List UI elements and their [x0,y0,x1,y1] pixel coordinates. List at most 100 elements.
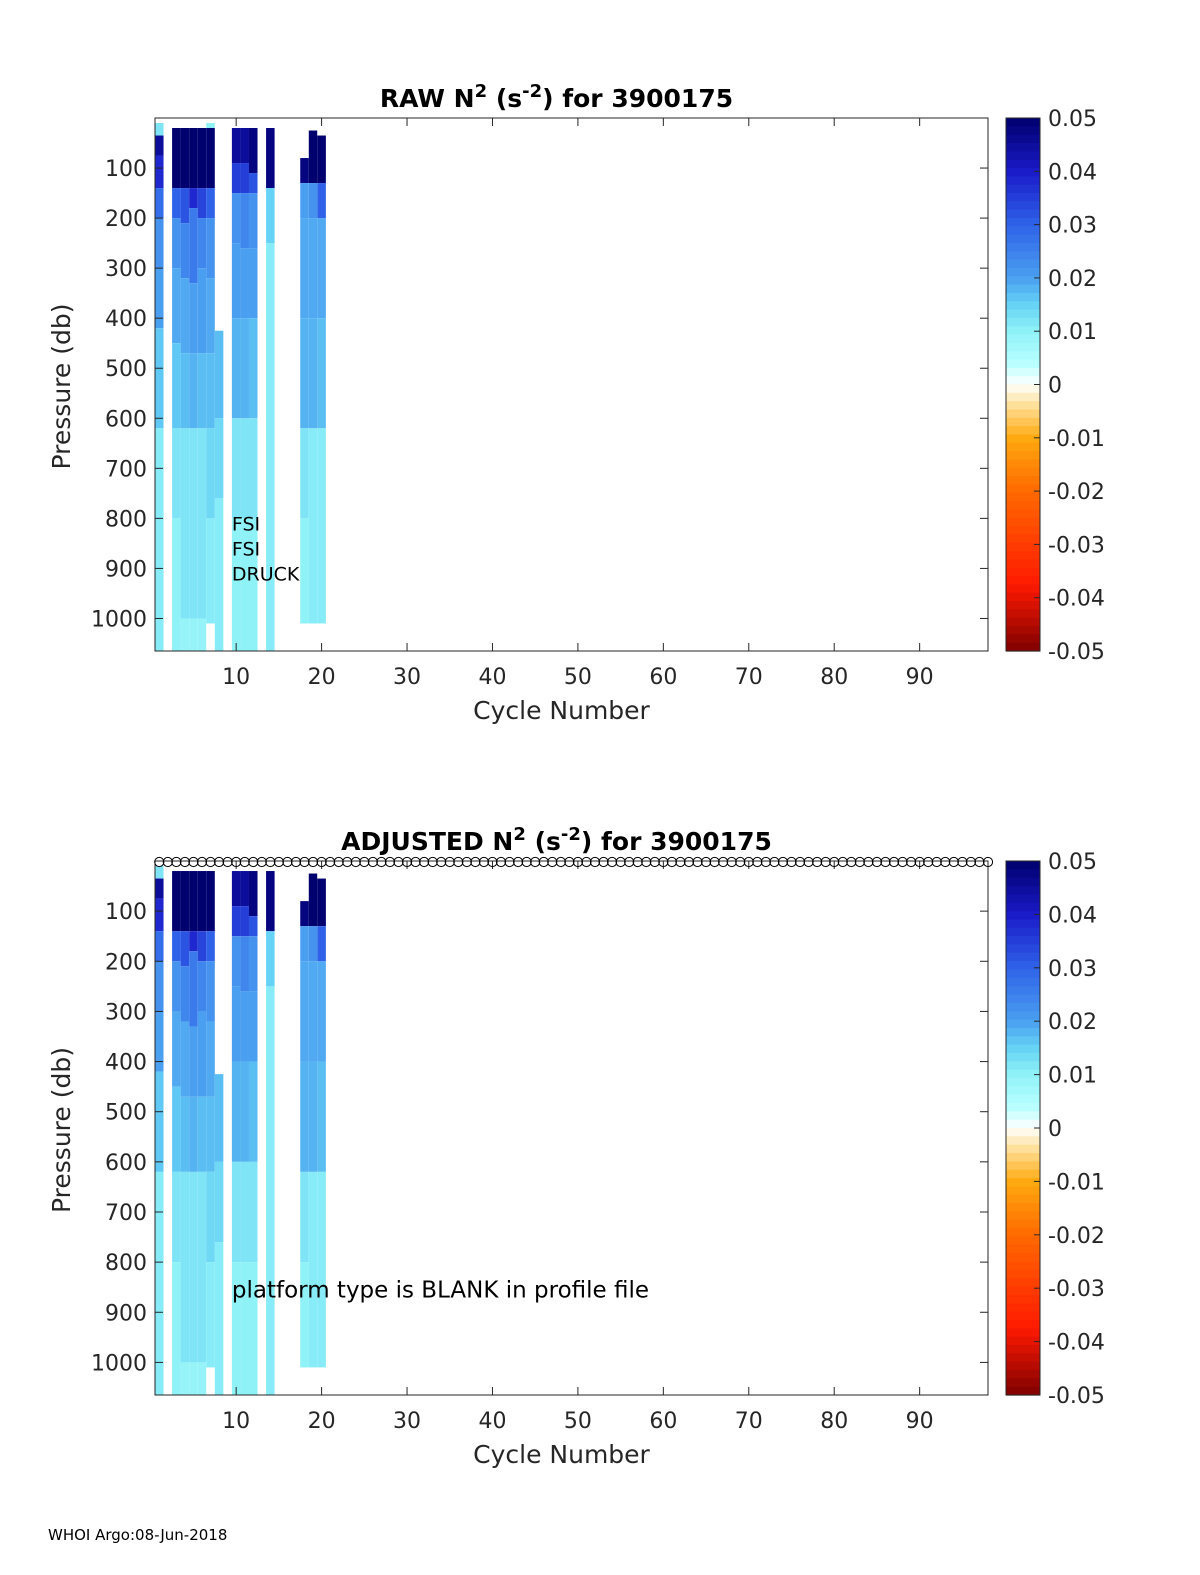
cycle-marker [290,856,302,868]
cycle-marker [538,856,549,868]
colorbar-swatch [1006,609,1040,619]
colorbar-swatch [1006,359,1040,369]
heatmap-cell [317,871,326,879]
heatmap-cell [231,936,241,987]
heatmap-cell [189,1026,198,1097]
x-tick-label: 90 [906,1409,934,1434]
colorbar-swatch [1006,459,1040,469]
sensor-annotation: FSI [232,538,260,560]
colorbar-swatch [1006,326,1040,336]
heatmap-cell [300,183,309,219]
heatmap-cell [172,268,181,344]
x-tick-label: 90 [906,665,934,690]
colorbar-tick-label: 0.04 [1048,903,1097,928]
colorbar-swatch [1006,886,1040,895]
plot-frame [154,117,989,652]
heatmap-cell [266,986,275,1395]
colorbar-swatch [1006,517,1040,527]
y-tick-label: 700 [105,1201,147,1226]
colorbar-swatch [1006,434,1040,444]
heatmap-cell [317,926,326,962]
heatmap-cell [189,951,198,1027]
chart-panel-1: RAW N2 (s-2) for 3900175 10 20 30 40 50 60 70 80… [47,81,1105,725]
platform-annotation: platform type is BLANK in profile file [232,1278,649,1304]
colorbar-swatch [1006,167,1040,177]
cycle-marker [923,856,934,868]
heatmap-cell [206,1262,215,1368]
colorbar-swatch [1006,1278,1040,1288]
heatmap-cell [180,1171,190,1363]
colorbar-swatch [1006,1336,1040,1346]
colorbar-swatch [1006,969,1040,979]
colorbar-swatch [1006,1178,1040,1187]
heatmap-cell [240,991,249,1062]
cycle-marker [188,856,199,868]
heatmap-cell [300,428,309,519]
heatmap-cell [206,188,215,219]
cycle-marker [641,856,652,868]
y-tick-label: 400 [105,1051,147,1076]
cycle-marker [222,856,233,868]
cycle-marker [906,856,917,868]
heatmap-cell [240,871,249,907]
heatmap-cell [308,118,318,131]
x-tick-label: 60 [649,1409,677,1434]
heatmap-cell [180,188,190,224]
heatmap-cell [231,906,241,937]
colorbar-tick-label: 0.01 [1048,1064,1097,1089]
heatmap-cell [317,318,326,429]
cycle-marker [718,856,729,868]
colorbar-swatch [1006,376,1040,386]
heatmap-cell [189,1362,198,1395]
colorbar-tick-label: 0.02 [1048,267,1097,292]
heatmap-cell [155,268,164,329]
cycle-marker [948,856,959,868]
colorbar-swatch [1006,1011,1040,1021]
heatmap-cell [240,906,249,937]
colorbar-swatch [1006,592,1040,602]
colorbar-swatch [1006,392,1040,402]
colorbar-swatch [1006,1303,1040,1313]
heatmap-cell [155,188,164,219]
cycle-marker [982,856,994,868]
heatmap-cell [240,318,249,419]
heatmap-cell [231,418,241,519]
heatmap-cell [189,618,198,651]
colorbar-swatch [1006,1161,1040,1171]
heatmap-cell [308,428,318,624]
heatmap-cell [206,1021,215,1097]
cycle-marker [743,856,754,868]
colorbar-swatch [1006,1369,1040,1379]
cycle-marker [316,856,327,868]
colorbar-swatch [1006,1269,1040,1279]
heatmap-cell [300,158,309,184]
cycle-marker [384,856,396,868]
colorbar-swatch [1006,1261,1040,1271]
colorbar-swatch [1006,1344,1040,1354]
heatmap-cell [180,1021,190,1097]
heatmap-cell [155,866,164,879]
heatmap-cell [155,898,164,932]
cycle-marker [683,856,695,868]
cycle-markers [154,856,994,868]
x-tick-label: 70 [735,665,763,690]
heatmap-cell [197,961,207,1012]
colorbar-swatch [1006,1186,1040,1196]
colorbar-tick-label: 0.01 [1048,320,1097,345]
heatmap-cell [317,1171,326,1368]
colorbar-swatch [1006,861,1040,870]
colorbar-swatch [1006,118,1040,127]
colorbar-swatch [1006,134,1040,144]
heatmap-cell [248,193,258,249]
heatmap-cell [172,1262,181,1395]
cycle-marker [299,856,310,868]
cycle-marker [367,856,378,868]
colorbar-swatch [1006,142,1040,152]
cycle-marker [871,856,883,868]
heatmap-cell [180,618,190,651]
heatmap-cell [155,961,164,1012]
colorbar-swatch [1006,467,1040,477]
heatmap-cell [172,1011,181,1087]
cycle-marker [940,856,951,868]
heatmap-cell [172,428,181,519]
